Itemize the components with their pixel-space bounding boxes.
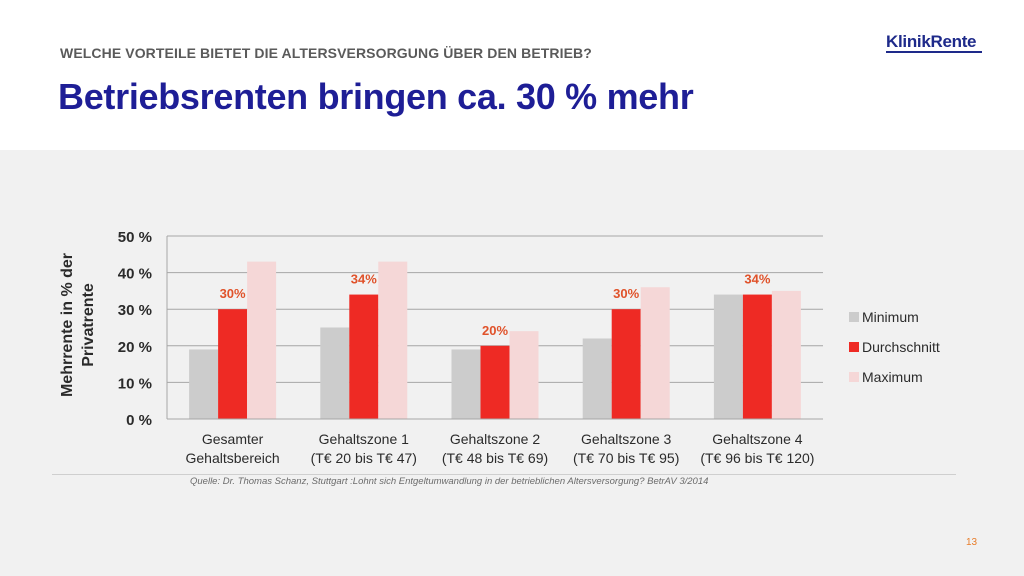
x-tick-label: Gehaltsbereich — [186, 450, 280, 466]
legend-swatch-maximum — [849, 372, 859, 382]
y-axis-title-line: Privatrente — [80, 283, 97, 367]
y-axis-title: Mehrrente in % der Privatrente — [59, 253, 97, 397]
y-tick-label: 50 % — [118, 229, 152, 246]
legend-swatch-minimum — [849, 312, 859, 322]
bar-durchschnitt — [480, 345, 510, 419]
bar-durchschnitt — [349, 294, 379, 419]
x-tick-label: (T€ 96 bis T€ 120) — [700, 450, 814, 466]
y-axis-title-line: Mehrrente in % der — [59, 253, 76, 397]
page-title: Betriebsrenten bringen ca. 30 % mehr — [58, 76, 694, 117]
data-label: 34% — [351, 272, 377, 287]
legend-label: Maximum — [862, 369, 923, 385]
data-label: 30% — [613, 286, 639, 301]
y-tick-label: 30 % — [118, 302, 152, 319]
y-tick-label: 0 % — [126, 412, 152, 429]
page-number: 13 — [966, 537, 978, 548]
bar-minimum — [189, 349, 219, 419]
y-tick-label: 20 % — [118, 339, 152, 356]
bar-maximum — [640, 287, 670, 419]
bar-maximum — [247, 261, 277, 419]
x-tick-label: (T€ 20 bis T€ 47) — [311, 450, 417, 466]
bar-maximum — [771, 290, 801, 419]
legend-swatch-durchschnitt — [849, 342, 859, 352]
bar-minimum — [713, 294, 743, 419]
klinikrente-logo: KlinikRente — [886, 32, 977, 51]
x-tick-label: Gehaltszone 3 — [581, 431, 671, 447]
data-label: 20% — [482, 323, 508, 338]
bar-durchschnitt — [742, 294, 772, 419]
x-tick-label: Gehaltszone 2 — [450, 431, 540, 447]
x-tick-label: Gehaltszone 4 — [712, 431, 802, 447]
divider — [52, 474, 956, 475]
x-tick-label: (T€ 70 bis T€ 95) — [573, 450, 679, 466]
x-tick-label: Gehaltszone 1 — [319, 431, 409, 447]
y-tick-label: 40 % — [118, 266, 152, 283]
source-note: Quelle: Dr. Thomas Schanz, Stuttgart :Lo… — [190, 476, 709, 487]
x-tick-label: (T€ 48 bis T€ 69) — [442, 450, 548, 466]
legend-label: Minimum — [862, 309, 919, 325]
data-label: 34% — [744, 272, 770, 287]
bar-minimum — [582, 338, 612, 419]
bar-minimum — [451, 349, 481, 419]
bar-durchschnitt — [218, 309, 248, 419]
bar-minimum — [320, 327, 350, 419]
eyebrow-title: WELCHE VORTEILE BIETET DIE ALTERSVERSORG… — [60, 45, 592, 61]
bar-durchschnitt — [611, 309, 641, 419]
bar-maximum — [509, 331, 539, 419]
y-tick-label: 10 % — [118, 375, 152, 392]
legend-label: Durchschnitt — [862, 339, 940, 355]
bar-maximum — [378, 261, 408, 419]
x-tick-label: Gesamter — [202, 431, 264, 447]
data-label: 30% — [220, 286, 246, 301]
header: WELCHE VORTEILE BIETET DIE ALTERSVERSORG… — [0, 0, 1024, 150]
logo-underline — [886, 51, 982, 53]
